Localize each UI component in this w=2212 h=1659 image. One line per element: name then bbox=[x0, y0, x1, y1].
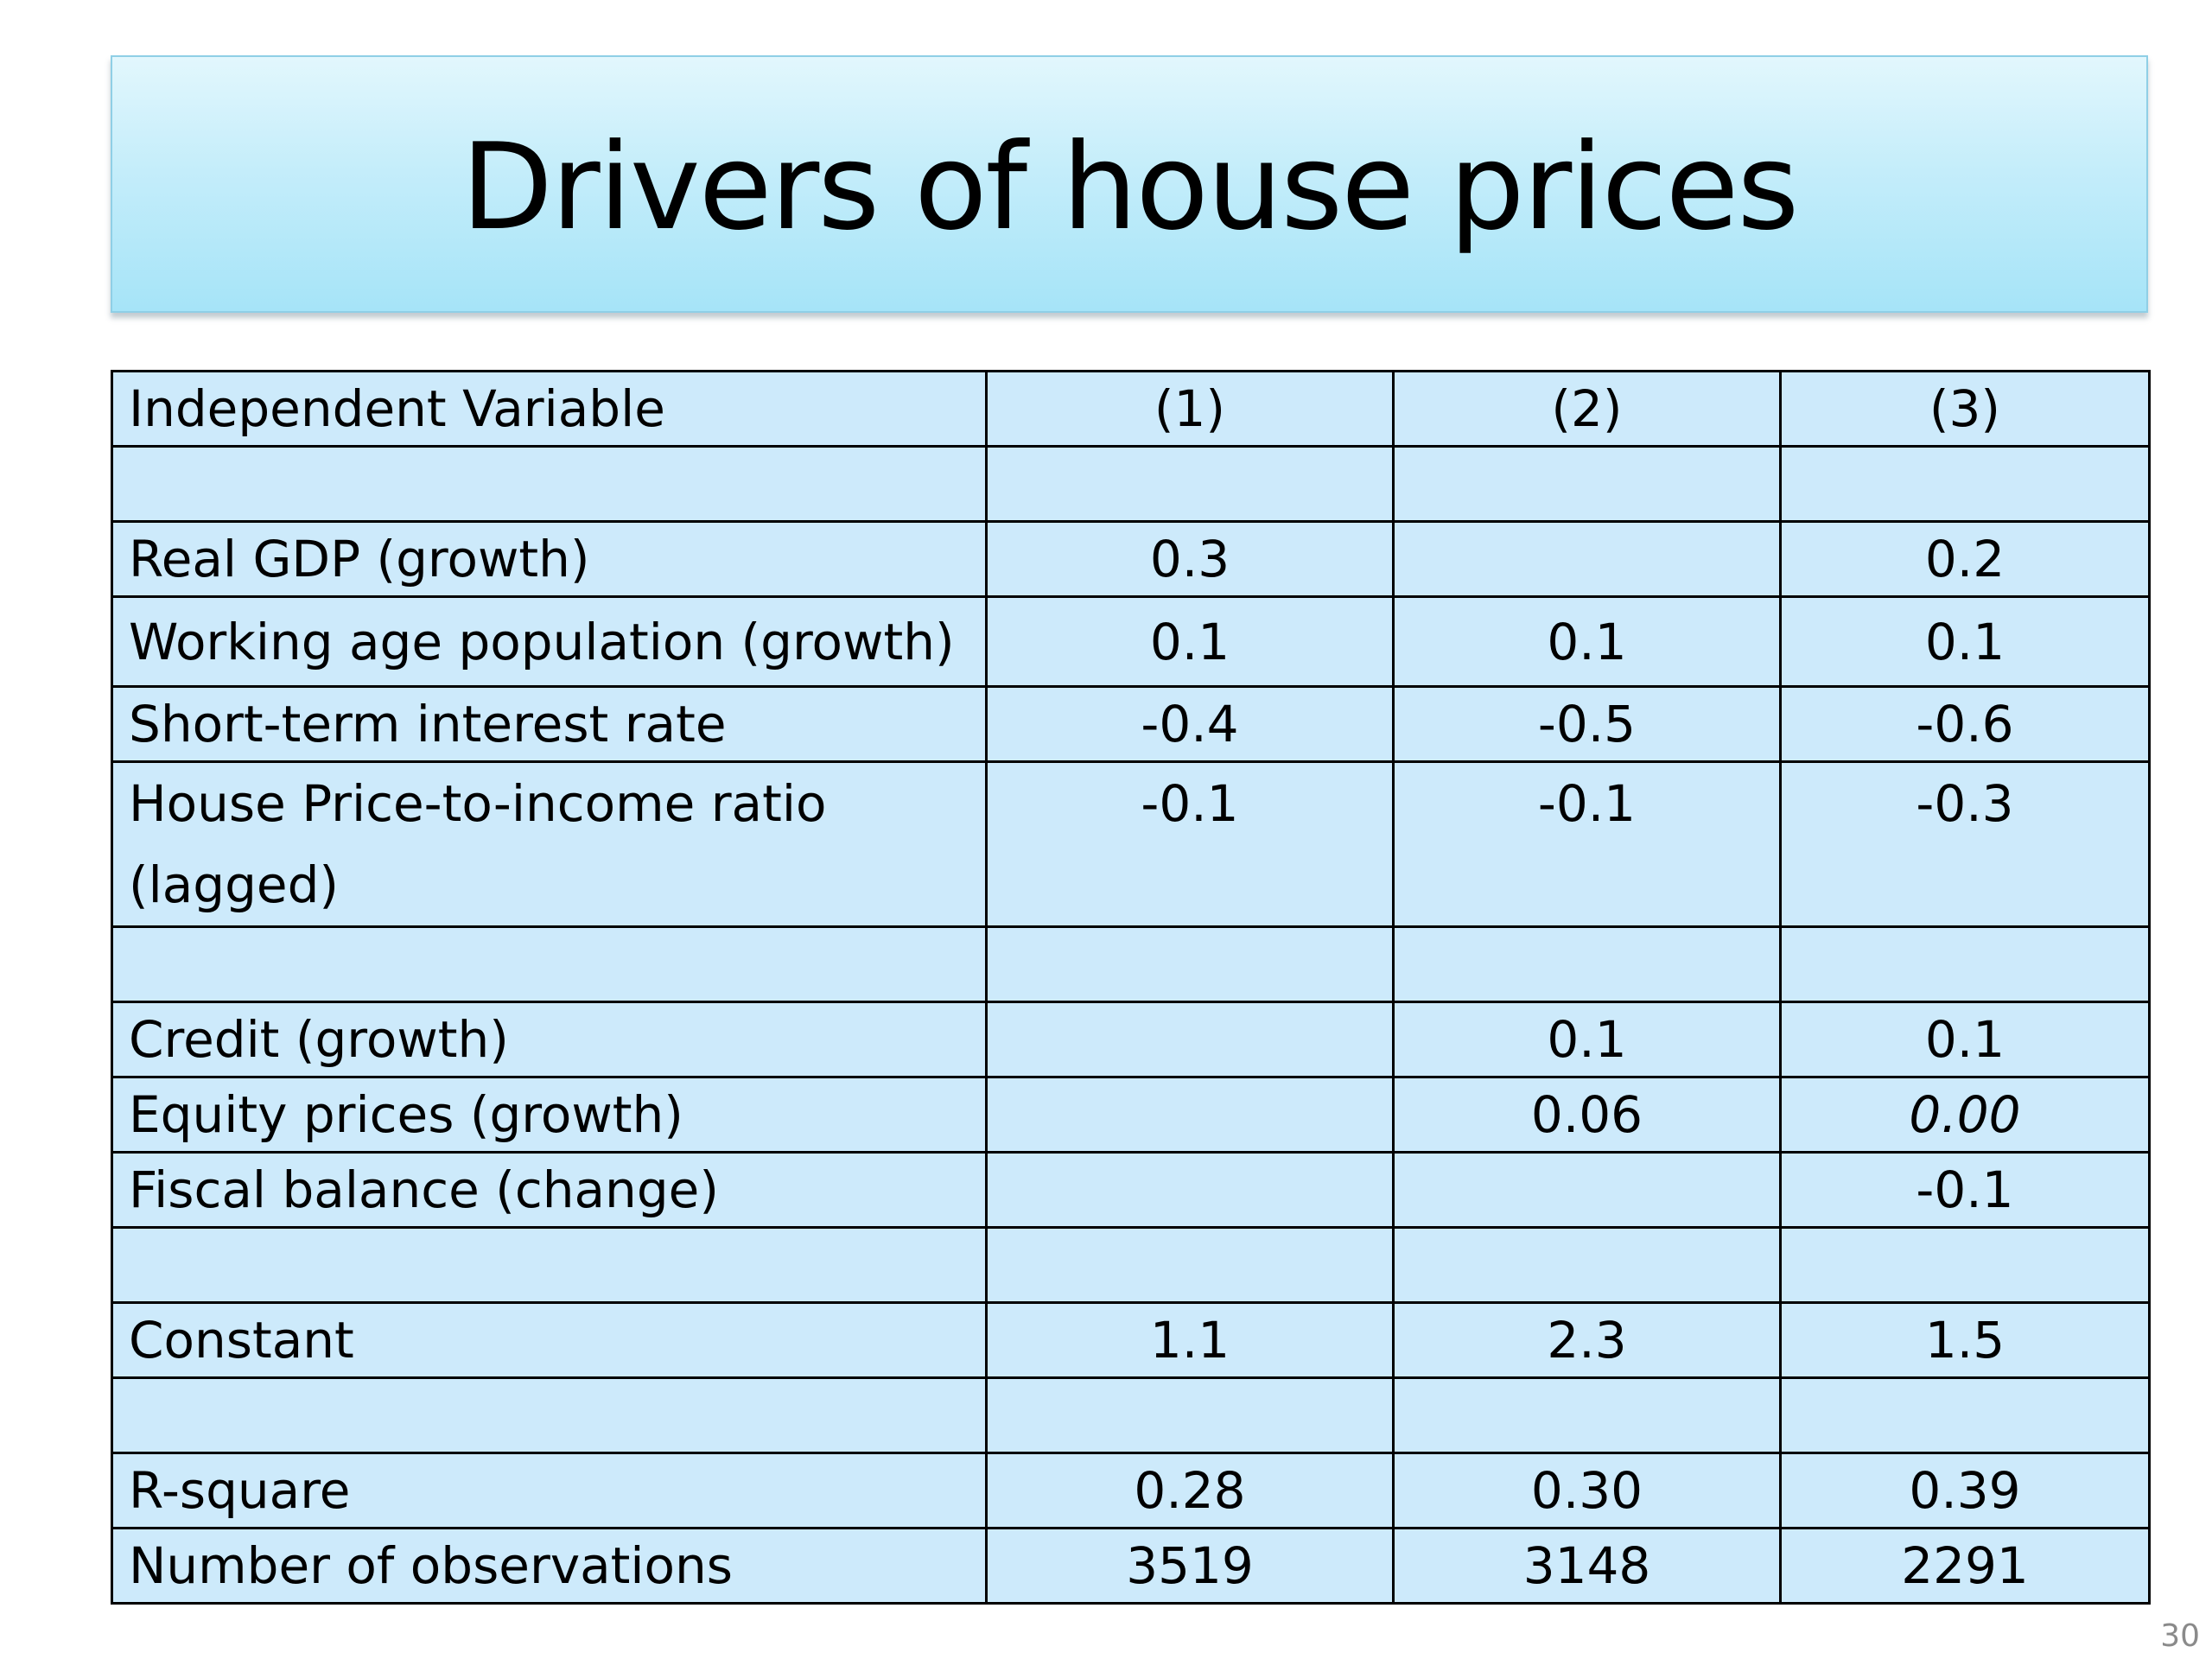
row-col-3 bbox=[1779, 1376, 2151, 1454]
row-col-3: 1.5 bbox=[1779, 1301, 2151, 1379]
row-label: House Price-to-income ratio (lagged) bbox=[111, 760, 988, 928]
row-col-1 bbox=[985, 925, 1395, 1003]
row-label: Real GDP (growth) bbox=[111, 520, 988, 598]
table-row-r-square: R-square 0.28 0.30 0.39 bbox=[111, 1452, 2151, 1529]
row-col-3 bbox=[1779, 925, 2151, 1003]
table-row-blank bbox=[111, 1226, 2151, 1304]
row-label: Fiscal balance (change) bbox=[111, 1151, 988, 1229]
row-col-3 bbox=[1779, 445, 2151, 523]
table-row-blank bbox=[111, 925, 2151, 1003]
table-row-real-gdp: Real GDP (growth) 0.3 0.2 bbox=[111, 520, 2151, 598]
slide-title: Drivers of house prices bbox=[461, 117, 1800, 257]
row-col-3: 0.1 bbox=[1779, 1001, 2151, 1078]
row-label: Equity prices (growth) bbox=[111, 1076, 988, 1154]
title-banner: Drivers of house prices bbox=[111, 55, 2148, 313]
row-label bbox=[111, 925, 988, 1003]
row-col-1: 0.1 bbox=[985, 595, 1395, 688]
table-row-house-price-to-income: House Price-to-income ratio (lagged) -0.… bbox=[111, 760, 2151, 928]
row-col-1 bbox=[985, 1376, 1395, 1454]
table-row-constant: Constant 1.1 2.3 1.5 bbox=[111, 1301, 2151, 1379]
row-label: Constant bbox=[111, 1301, 988, 1379]
row-label bbox=[111, 445, 988, 523]
row-col-1: -0.4 bbox=[985, 685, 1395, 763]
row-col-2 bbox=[1392, 520, 1782, 598]
row-col-2: 0.1 bbox=[1392, 1001, 1782, 1078]
row-col-3: 0.2 bbox=[1779, 520, 2151, 598]
row-label: Working age population (growth) bbox=[111, 595, 988, 688]
row-col-3: 0.39 bbox=[1779, 1452, 2151, 1529]
row-col-1 bbox=[985, 1076, 1395, 1154]
row-col-3: 0.1 bbox=[1779, 595, 2151, 688]
slide-page-number: 30 bbox=[2160, 1618, 2200, 1654]
row-col-3: -0.6 bbox=[1779, 685, 2151, 763]
row-label bbox=[111, 1226, 988, 1304]
row-col-1 bbox=[985, 445, 1395, 523]
row-col-2 bbox=[1392, 1376, 1782, 1454]
header-col-1: (1) bbox=[985, 370, 1395, 448]
row-col-2: 0.1 bbox=[1392, 595, 1782, 688]
row-col-1: -0.1 bbox=[985, 760, 1395, 928]
row-col-2 bbox=[1392, 925, 1782, 1003]
row-col-2 bbox=[1392, 1226, 1782, 1304]
row-col-2 bbox=[1392, 445, 1782, 523]
row-col-1 bbox=[985, 1226, 1395, 1304]
table-row-number-of-observations: Number of observations 3519 3148 2291 bbox=[111, 1527, 2151, 1605]
row-label: Credit (growth) bbox=[111, 1001, 988, 1078]
row-label: Short-term interest rate bbox=[111, 685, 988, 763]
row-col-3: 0.00 bbox=[1779, 1076, 2151, 1154]
row-col-2: 2.3 bbox=[1392, 1301, 1782, 1379]
table-header-row: Independent Variable (1) (2) (3) bbox=[111, 370, 2151, 448]
table-row-credit: Credit (growth) 0.1 0.1 bbox=[111, 1001, 2151, 1078]
header-independent-variable: Independent Variable bbox=[111, 370, 988, 448]
row-col-3: 2291 bbox=[1779, 1527, 2151, 1605]
row-col-2: 0.30 bbox=[1392, 1452, 1782, 1529]
table-row-short-term-interest-rate: Short-term interest rate -0.4 -0.5 -0.6 bbox=[111, 685, 2151, 763]
row-col-1: 1.1 bbox=[985, 1301, 1395, 1379]
header-col-3: (3) bbox=[1779, 370, 2151, 448]
regression-table: Independent Variable (1) (2) (3) Real GD… bbox=[111, 370, 2151, 1605]
row-col-2: -0.1 bbox=[1392, 760, 1782, 928]
table-row-blank bbox=[111, 445, 2151, 523]
table-row-working-age-population: Working age population (growth) 0.1 0.1 … bbox=[111, 595, 2151, 688]
row-label: R-square bbox=[111, 1452, 988, 1529]
row-label bbox=[111, 1376, 988, 1454]
header-col-2: (2) bbox=[1392, 370, 1782, 448]
row-col-1: 0.28 bbox=[985, 1452, 1395, 1529]
row-col-2: -0.5 bbox=[1392, 685, 1782, 763]
row-col-2 bbox=[1392, 1151, 1782, 1229]
row-col-3: -0.1 bbox=[1779, 1151, 2151, 1229]
row-col-1: 3519 bbox=[985, 1527, 1395, 1605]
row-label: Number of observations bbox=[111, 1527, 988, 1605]
row-col-1: 0.3 bbox=[985, 520, 1395, 598]
row-col-2: 0.06 bbox=[1392, 1076, 1782, 1154]
row-col-3 bbox=[1779, 1226, 2151, 1304]
table-row-blank bbox=[111, 1376, 2151, 1454]
row-col-1 bbox=[985, 1151, 1395, 1229]
row-col-3: -0.3 bbox=[1779, 760, 2151, 928]
table-row-fiscal-balance: Fiscal balance (change) -0.1 bbox=[111, 1151, 2151, 1229]
row-col-1 bbox=[985, 1001, 1395, 1078]
row-col-2: 3148 bbox=[1392, 1527, 1782, 1605]
table-row-equity-prices: Equity prices (growth) 0.06 0.00 bbox=[111, 1076, 2151, 1154]
